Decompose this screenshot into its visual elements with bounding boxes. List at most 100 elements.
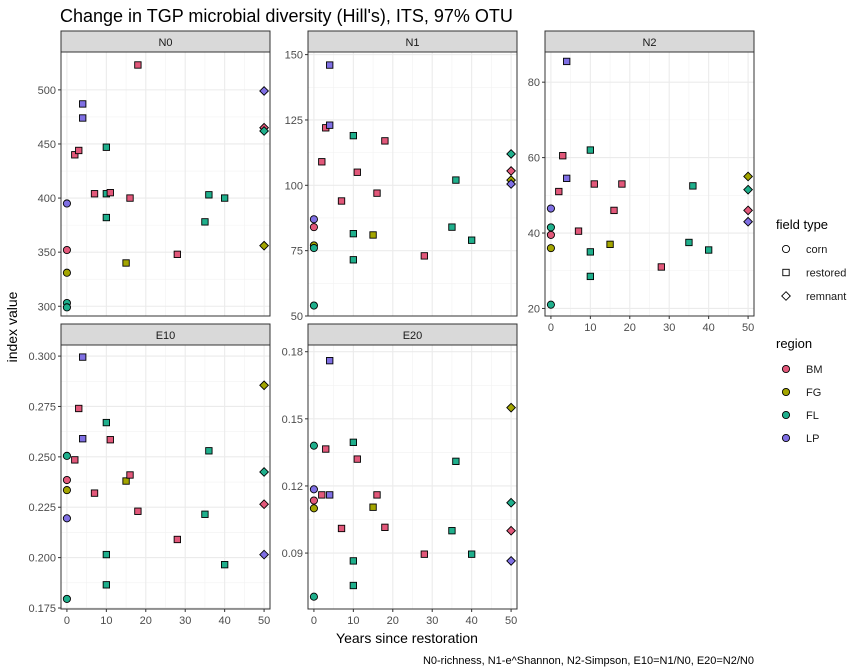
data-point: [259, 126, 270, 136]
data-point: [506, 525, 517, 536]
legend-key-bm: [781, 364, 791, 374]
data-point: [309, 301, 318, 310]
x-tick-label: 40: [466, 615, 478, 627]
data-point: [506, 402, 517, 413]
data-point: [555, 187, 563, 196]
x-tick-label: 20: [624, 322, 636, 334]
legend: field type corn restored remnant region BM FG F…: [776, 217, 846, 445]
y-tick-label: 0.09: [282, 548, 303, 560]
y-tick-label: 150: [285, 50, 303, 62]
data-point: [322, 445, 330, 453]
legend-region: region BM FG FL LP: [776, 336, 823, 445]
y-tick-label: 40: [528, 228, 540, 240]
data-point: [221, 194, 229, 202]
data-point: [657, 263, 665, 271]
y-tick-label: 0.275: [28, 401, 56, 413]
data-point: [62, 199, 71, 208]
x-tick-label: 30: [663, 322, 675, 334]
x-tick-label: 40: [703, 322, 715, 334]
data-point: [373, 189, 381, 197]
x-tick-label: 0: [311, 615, 317, 627]
data-point: [506, 555, 517, 566]
gridlines: [61, 52, 270, 316]
data-point: [106, 436, 114, 444]
y-tick-label: 0.15: [282, 414, 303, 426]
data-point: [259, 240, 270, 251]
data-point: [201, 218, 209, 226]
data-point: [546, 244, 555, 253]
data-point: [468, 236, 476, 244]
y-tick-label: 0.18: [282, 347, 303, 359]
facet-strip-label: N0: [158, 37, 172, 49]
data-point: [743, 184, 754, 195]
data-point: [309, 223, 318, 232]
panel-border: [544, 51, 755, 317]
data-point: [468, 550, 476, 558]
y-tick-label: 0.200: [28, 553, 56, 565]
y-tick-label: 0.175: [28, 603, 56, 615]
y-tick-label: 20: [528, 303, 540, 315]
data-point: [369, 231, 377, 239]
data-point: [62, 514, 71, 523]
data-point: [221, 561, 229, 569]
y-axis-title: index value: [4, 291, 20, 362]
data-point: [309, 496, 318, 505]
data-point: [62, 594, 71, 603]
data-point: [326, 121, 334, 129]
data-point: [618, 180, 626, 188]
data-point: [420, 252, 428, 260]
data-point: [574, 227, 583, 235]
data-point: [689, 182, 697, 190]
data-point: [506, 497, 517, 508]
facet-strip-label: N2: [642, 37, 656, 49]
data-point: [79, 100, 87, 108]
data-point: [610, 206, 618, 215]
legend-key-corn: [781, 244, 791, 254]
data-point: [75, 146, 83, 155]
data-point: [546, 300, 555, 309]
data-point: [102, 581, 110, 589]
data-point: [259, 499, 270, 510]
data-point: [259, 467, 270, 477]
data-point: [373, 491, 381, 499]
legend-label: BM: [806, 364, 823, 376]
data-point: [173, 250, 181, 258]
data-point: [259, 380, 270, 391]
legend-title: region: [776, 336, 812, 351]
chart-title: Change in TGP microbial diversity (Hill'…: [60, 6, 513, 26]
gridlines: [545, 52, 754, 316]
x-tick-label: 50: [258, 615, 270, 627]
data-point: [590, 180, 598, 188]
panel-border: [60, 51, 271, 317]
legend-field-type: field type corn restored remnant: [776, 217, 846, 303]
legend-label: FL: [806, 410, 819, 422]
data-point: [259, 549, 270, 560]
panel-border: [307, 344, 518, 610]
data-point: [62, 303, 71, 312]
data-point: [102, 213, 110, 222]
legend-label: LP: [806, 433, 819, 445]
gridlines: [61, 345, 270, 609]
data-point: [309, 592, 318, 601]
y-tick-label: 400: [38, 193, 56, 205]
data-point: [705, 246, 713, 254]
data-point: [546, 204, 555, 213]
data-point: [134, 507, 142, 515]
data-point: [369, 503, 377, 511]
data-point: [546, 230, 555, 239]
data-point: [309, 243, 318, 253]
data-point: [201, 510, 209, 518]
data-point: [452, 176, 460, 184]
gridlines: [308, 345, 517, 609]
data-point: [586, 248, 594, 256]
data-points: [62, 353, 270, 603]
data-point: [62, 486, 71, 495]
y-tick-label: 0.225: [28, 502, 56, 514]
data-point: [126, 194, 134, 202]
data-point: [349, 256, 357, 264]
data-point: [126, 471, 134, 479]
y-tick-label: 0.300: [28, 351, 56, 363]
data-point: [102, 550, 110, 559]
legend-key-restored: [782, 268, 790, 277]
x-tick-label: 40: [219, 615, 231, 627]
